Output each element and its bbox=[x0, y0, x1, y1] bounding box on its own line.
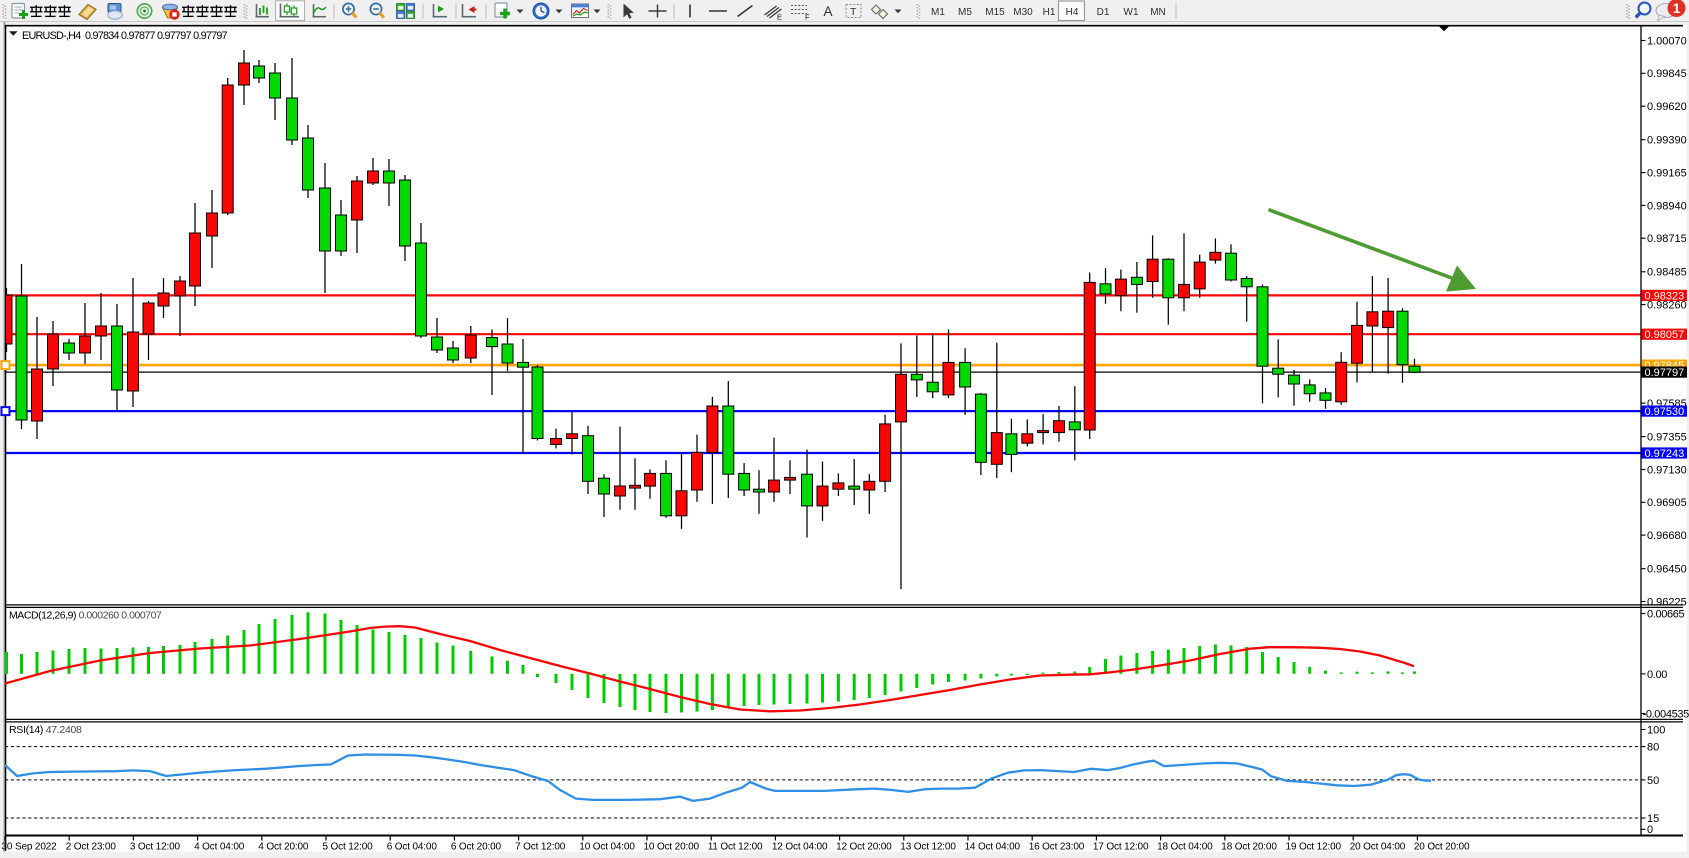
svg-text:H4: H4 bbox=[1066, 7, 1079, 18]
svg-text:F: F bbox=[805, 13, 810, 22]
svg-text:30 Sep 2022: 30 Sep 2022 bbox=[2, 842, 58, 853]
svg-text:100: 100 bbox=[1647, 724, 1665, 736]
svg-text:12 Oct 20:00: 12 Oct 20:00 bbox=[836, 842, 892, 853]
svg-text:0.97530: 0.97530 bbox=[1645, 406, 1685, 418]
svg-text:5 Oct 12:00: 5 Oct 12:00 bbox=[323, 842, 374, 853]
svg-text:3 Oct 12:00: 3 Oct 12:00 bbox=[130, 842, 181, 853]
svg-text:17 Oct 12:00: 17 Oct 12:00 bbox=[1093, 842, 1149, 853]
svg-text:2 Oct 23:00: 2 Oct 23:00 bbox=[66, 842, 117, 853]
svg-text:M1: M1 bbox=[931, 7, 945, 18]
svg-text:0.96225: 0.96225 bbox=[1647, 596, 1687, 608]
svg-text:0.97355: 0.97355 bbox=[1647, 432, 1687, 444]
svg-text:12 Oct 04:00: 12 Oct 04:00 bbox=[772, 842, 828, 853]
svg-text:W1: W1 bbox=[1124, 7, 1139, 18]
svg-text:4 Oct 04:00: 4 Oct 04:00 bbox=[194, 842, 245, 853]
svg-text:D1: D1 bbox=[1097, 7, 1110, 18]
svg-text:0.98323: 0.98323 bbox=[1645, 290, 1685, 302]
svg-text:0.97797: 0.97797 bbox=[1645, 367, 1685, 379]
svg-text:0.99165: 0.99165 bbox=[1647, 168, 1687, 180]
svg-text:0.98940: 0.98940 bbox=[1647, 200, 1687, 212]
svg-text:0.97130: 0.97130 bbox=[1647, 464, 1687, 476]
svg-text:0.96680: 0.96680 bbox=[1647, 530, 1687, 542]
svg-text:MACD(12,26,9) 0.000260 0.00070: MACD(12,26,9) 0.000260 0.000707 bbox=[9, 610, 162, 622]
svg-text:10 Oct 20:00: 10 Oct 20:00 bbox=[644, 842, 700, 853]
svg-text:0.98715: 0.98715 bbox=[1647, 233, 1687, 245]
svg-text:10 Oct 04:00: 10 Oct 04:00 bbox=[579, 842, 635, 853]
svg-text:4 Oct 20:00: 4 Oct 20:00 bbox=[258, 842, 309, 853]
svg-text:M5: M5 bbox=[958, 7, 972, 18]
svg-text:50: 50 bbox=[1647, 775, 1659, 787]
svg-text:0.98260: 0.98260 bbox=[1647, 300, 1687, 312]
svg-text:0.99845: 0.99845 bbox=[1647, 68, 1687, 80]
svg-text:RSI(14) 47.2408: RSI(14) 47.2408 bbox=[9, 724, 82, 736]
svg-text:0.99390: 0.99390 bbox=[1647, 135, 1687, 147]
svg-text:20 Oct 04:00: 20 Oct 04:00 bbox=[1350, 842, 1406, 853]
svg-text:16 Oct 23:00: 16 Oct 23:00 bbox=[1029, 842, 1085, 853]
svg-text:14 Oct 04:00: 14 Oct 04:00 bbox=[965, 842, 1021, 853]
svg-text:18 Oct 04:00: 18 Oct 04:00 bbox=[1157, 842, 1213, 853]
svg-text:0.99620: 0.99620 bbox=[1647, 101, 1687, 113]
svg-text:MN: MN bbox=[1150, 7, 1166, 18]
svg-text:13 Oct 12:00: 13 Oct 12:00 bbox=[900, 842, 956, 853]
svg-text:11 Oct 12:00: 11 Oct 12:00 bbox=[708, 842, 763, 853]
svg-text:20 Oct 20:00: 20 Oct 20:00 bbox=[1414, 842, 1470, 853]
svg-text:0.98485: 0.98485 bbox=[1647, 267, 1687, 279]
svg-text:M30: M30 bbox=[1013, 7, 1033, 18]
svg-text:15: 15 bbox=[1647, 813, 1659, 825]
svg-text:0.98057: 0.98057 bbox=[1645, 329, 1685, 341]
svg-text:18 Oct 20:00: 18 Oct 20:00 bbox=[1221, 842, 1277, 853]
svg-text:-0.004535: -0.004535 bbox=[1643, 708, 1689, 720]
svg-text:6 Oct 20:00: 6 Oct 20:00 bbox=[451, 842, 502, 853]
svg-text:6 Oct 04:00: 6 Oct 04:00 bbox=[387, 842, 438, 853]
svg-text:1: 1 bbox=[1673, 1, 1681, 16]
svg-text:80: 80 bbox=[1647, 742, 1659, 754]
svg-text:19 Oct 12:00: 19 Oct 12:00 bbox=[1286, 842, 1342, 853]
svg-text:E: E bbox=[777, 13, 782, 22]
svg-text:M15: M15 bbox=[985, 7, 1005, 18]
svg-text:EURUSD-,H4 0.97834 0.97877 0.: EURUSD-,H4 0.97834 0.97877 0.97797 0.977… bbox=[22, 30, 228, 42]
svg-text:7 Oct 12:00: 7 Oct 12:00 bbox=[515, 842, 566, 853]
svg-text:0.00: 0.00 bbox=[1647, 669, 1667, 681]
svg-text:T: T bbox=[850, 6, 857, 18]
svg-text:0.96450: 0.96450 bbox=[1647, 564, 1687, 576]
svg-text:A: A bbox=[824, 4, 833, 19]
svg-text:1.00070: 1.00070 bbox=[1647, 35, 1687, 47]
svg-text:0.96905: 0.96905 bbox=[1647, 497, 1687, 509]
svg-text:0: 0 bbox=[1647, 824, 1653, 836]
svg-text:H1: H1 bbox=[1043, 7, 1056, 18]
svg-text:0.00665: 0.00665 bbox=[1647, 608, 1685, 620]
svg-text:0.97243: 0.97243 bbox=[1645, 448, 1685, 460]
